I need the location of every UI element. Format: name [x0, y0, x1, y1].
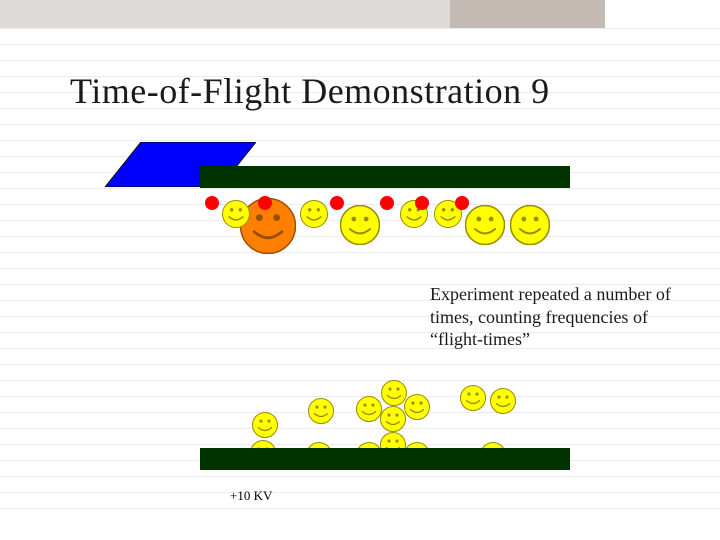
smiley-icon — [465, 205, 505, 245]
slide-content: Time-of-Flight Demonstration 9 Experimen… — [0, 0, 720, 540]
smiley-icon — [300, 200, 328, 228]
page-title: Time-of-Flight Demonstration 9 — [70, 70, 550, 112]
red-dot-icon — [455, 196, 469, 210]
smiley-icon — [380, 406, 406, 432]
smiley-icon — [510, 205, 550, 245]
smiley-icon — [356, 396, 382, 422]
red-dot-icon — [330, 196, 344, 210]
smiley-icon — [222, 200, 250, 228]
caption-text: Experiment repeated a number of times, c… — [430, 283, 690, 351]
red-dot-icon — [205, 196, 219, 210]
red-dot-icon — [380, 196, 394, 210]
smiley-icon — [252, 412, 278, 438]
smiley-icon — [308, 398, 334, 424]
red-dot-icon — [415, 196, 429, 210]
smiley-icon — [340, 205, 380, 245]
smiley-icon — [460, 385, 486, 411]
source-bar-lower — [200, 448, 570, 470]
red-dot-icon — [258, 196, 272, 210]
smiley-icon — [490, 388, 516, 414]
detector-bar-upper — [200, 166, 570, 188]
smiley-icon — [404, 394, 430, 420]
voltage-label: +10 KV — [230, 488, 272, 504]
